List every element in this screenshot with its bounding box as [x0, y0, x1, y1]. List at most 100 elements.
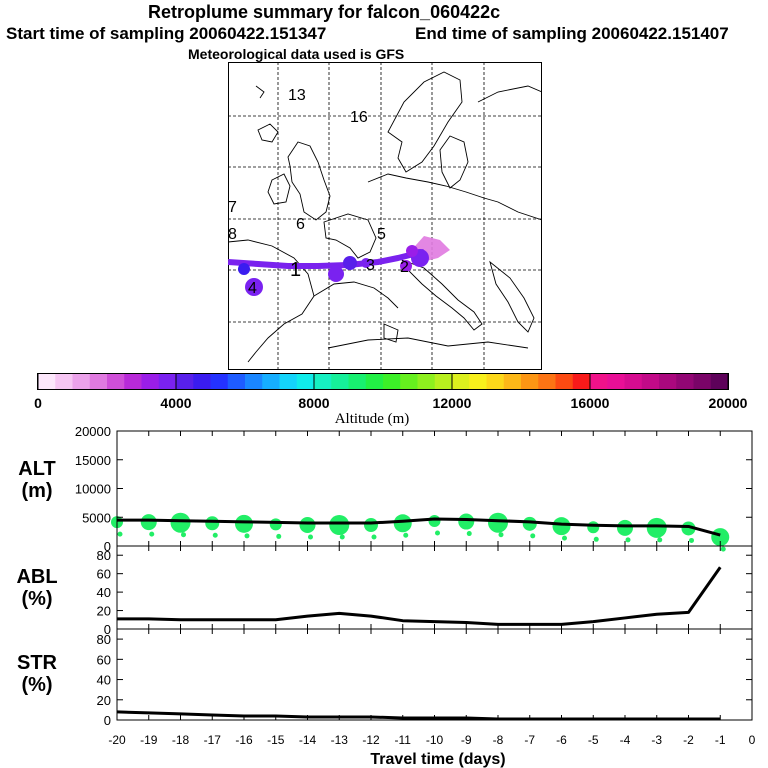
y-tick-label: 0	[104, 539, 111, 554]
alt-bubble	[329, 515, 350, 535]
cluster-label-6: 6	[296, 216, 305, 233]
alt-bubble-small	[276, 533, 282, 539]
series-line-str	[116, 710, 721, 721]
x-tick-label: -13	[331, 733, 349, 747]
alt-bubble	[364, 518, 378, 532]
colorbar-segment	[348, 374, 367, 389]
series-line-abl	[117, 566, 722, 626]
colorbar-segment	[383, 374, 401, 389]
colorbar-segment	[607, 374, 625, 389]
alt-bubble	[205, 516, 220, 531]
alt-bubble	[458, 513, 475, 530]
alt-bubble	[587, 521, 600, 534]
cluster-label-4: 4	[248, 280, 257, 297]
y-tick-label: 20	[97, 693, 111, 708]
x-tick-label: -6	[556, 733, 567, 747]
abl-unit: (%)	[21, 588, 53, 610]
colorbar-segment	[245, 374, 263, 389]
alt-bubble-small	[403, 532, 409, 538]
colorbar-segment	[124, 374, 142, 389]
cluster-label-1: 1	[290, 259, 301, 281]
colorbar-tick-label: 0	[34, 395, 42, 411]
abl-panel-label: ABL (%)	[2, 566, 72, 610]
colorbar-segment	[417, 374, 436, 389]
series-line-alt	[117, 517, 721, 537]
y-tick-label: 20	[97, 604, 111, 619]
y-tick-label: 80	[97, 548, 111, 563]
colorbar-segment	[641, 374, 660, 389]
colorbar-segment	[158, 374, 177, 389]
colorbar-tick-label: 20000	[709, 395, 748, 411]
alt-bubble-small	[720, 546, 726, 552]
panel-frame	[116, 545, 753, 630]
x-tick-label: -2	[683, 733, 694, 747]
abl-label: ABL	[16, 566, 58, 588]
y-tick-label: 60	[97, 652, 111, 667]
cluster-label-2: 2	[400, 259, 409, 276]
x-tick-label: -4	[620, 733, 631, 747]
colorbar-segment	[38, 374, 56, 389]
colorbar-tick-label: 12000	[433, 395, 472, 411]
y-tick-label: 20000	[75, 424, 111, 439]
colorbar-segment	[469, 374, 487, 389]
colorbar-segment	[624, 374, 643, 389]
cluster-label-3: 3	[366, 257, 375, 274]
x-tick-label: -9	[461, 733, 472, 747]
alt-bubble-small	[212, 532, 218, 538]
alt-bubble	[617, 519, 633, 536]
alt-bubble	[488, 512, 508, 533]
alt-label: ALT	[18, 458, 56, 480]
y-tick-label: 0	[104, 622, 111, 637]
colorbar-segment	[262, 374, 280, 389]
x-tick-label: -14	[299, 733, 317, 747]
colorbar-segment	[365, 374, 384, 389]
cluster-label-8: 8	[228, 226, 237, 243]
colorbar-tick-label: 8000	[298, 395, 329, 411]
alt-bubble-small	[371, 534, 377, 540]
alt-bubble-small	[657, 537, 663, 543]
colorbar-segment	[572, 374, 591, 389]
colorbar-tick-label: 4000	[160, 395, 191, 411]
x-tick-label: -12	[362, 733, 380, 747]
colorbar-segment	[693, 374, 712, 389]
colorbar-segment	[279, 374, 298, 389]
colorbar-label: Altitude (m)	[335, 411, 410, 427]
y-tick-label: 5000	[82, 510, 111, 525]
europe-map: 13 16 6 5 8 4 1 3 2 7	[228, 62, 542, 370]
cluster-label-16: 16	[350, 109, 368, 126]
colorbar-segment	[521, 374, 539, 389]
colorbar-segment	[227, 374, 246, 389]
x-tick-label: -10	[426, 733, 444, 747]
alt-bubble-small	[689, 537, 694, 543]
colorbar-segment	[452, 374, 470, 389]
alt-bubble	[235, 514, 253, 533]
colorbar-segment	[176, 374, 194, 389]
alt-bubble	[140, 514, 157, 531]
alt-bubble	[552, 517, 571, 536]
y-tick-label: 40	[97, 673, 111, 688]
colorbar-segment	[331, 374, 349, 389]
x-tick-label: -1	[715, 733, 726, 747]
str-panel-label: STR (%)	[2, 652, 72, 696]
cluster-bubbles	[238, 245, 429, 296]
colorbar-segment	[503, 374, 522, 389]
x-tick-label: -20	[108, 733, 126, 747]
start-time: Start time of sampling 20060422.151347	[6, 24, 327, 43]
x-tick-label: -3	[651, 733, 662, 747]
y-tick-label: 80	[97, 632, 111, 647]
colorbar-segment	[538, 374, 556, 389]
y-tick-label: 0	[104, 713, 111, 728]
y-tick-label: 15000	[75, 453, 111, 468]
alt-bubble-small	[149, 531, 155, 537]
colorbar-tick-label: 16000	[571, 395, 610, 411]
colorbar-segment	[55, 374, 73, 389]
map-gridlines	[228, 62, 542, 370]
alt-bubble-small	[466, 531, 472, 537]
cluster-label-13: 13	[288, 87, 306, 104]
colorbar-segment	[434, 374, 453, 389]
y-tick-label: 10000	[75, 482, 111, 497]
colorbar-segment	[72, 374, 91, 389]
alt-bubble-small	[339, 534, 345, 540]
